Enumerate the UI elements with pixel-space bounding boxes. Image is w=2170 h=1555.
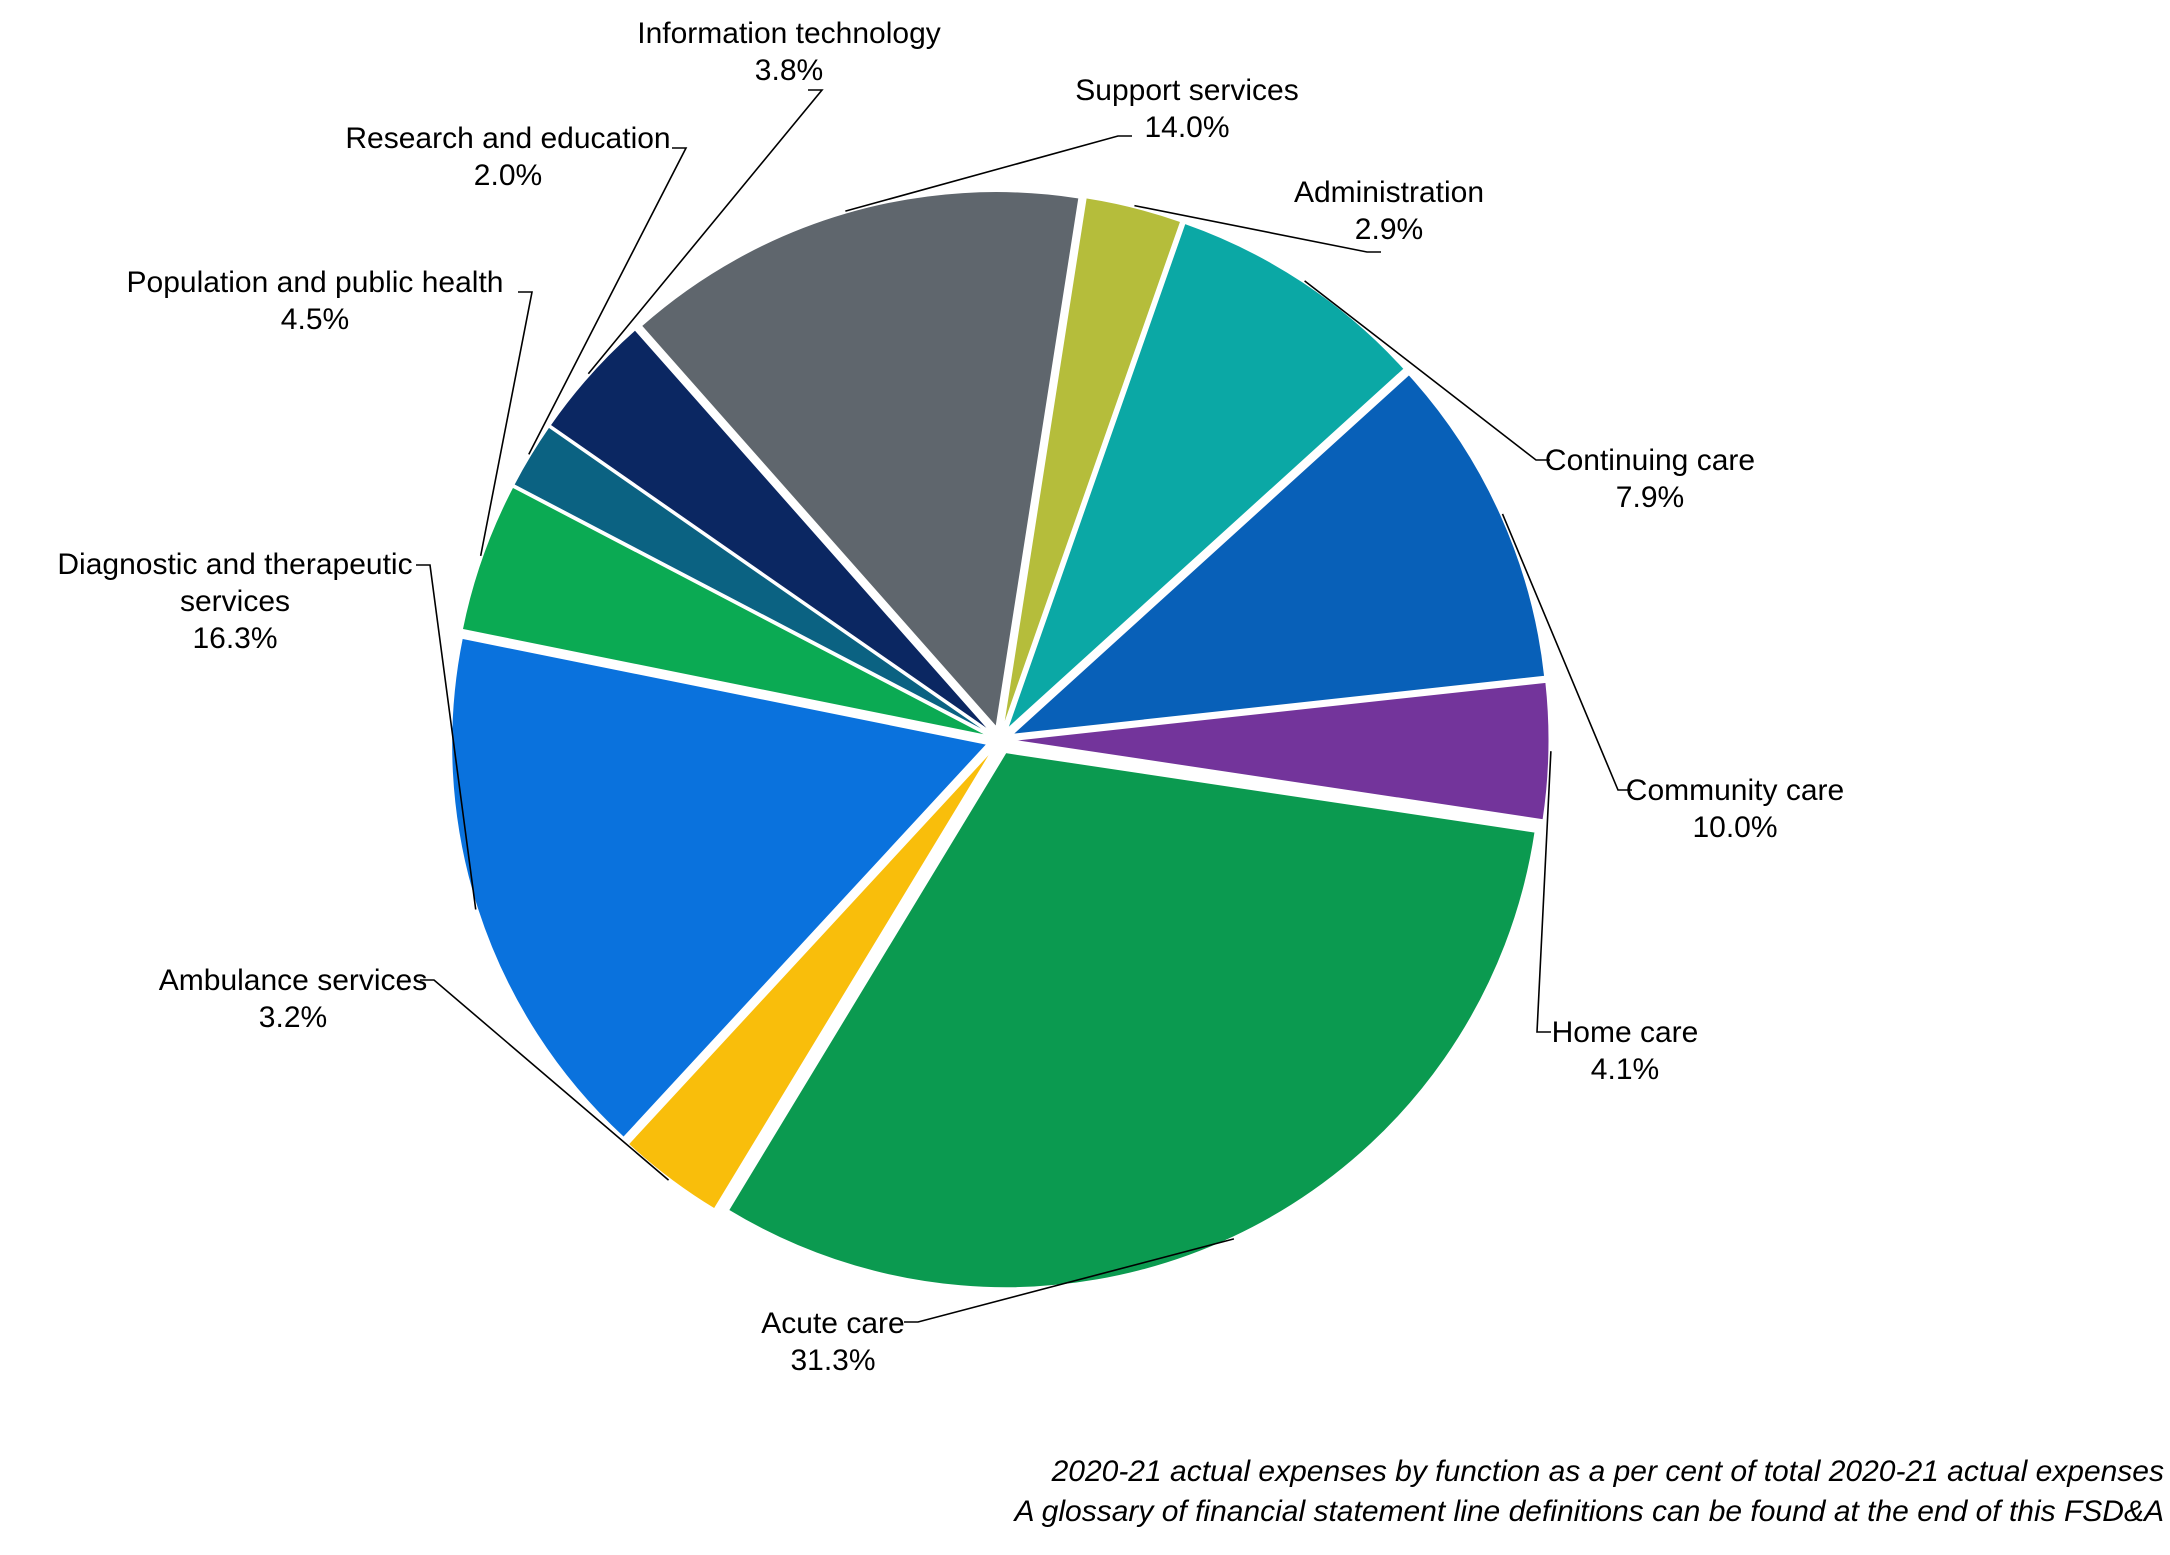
pie-slice-acute-care <box>727 752 1536 1289</box>
slice-percent-label: 14.0% <box>1144 111 1229 144</box>
slice-category-label: Ambulance services <box>159 964 427 997</box>
pie-slice-community-care <box>1011 374 1546 735</box>
pie-slice-continuing-care <box>1007 222 1405 729</box>
pie-slice-ambulance-services <box>627 750 993 1210</box>
footnote-line-2: A glossary of financial statement line d… <box>1014 1495 2164 1528</box>
leader-line <box>587 89 824 375</box>
slice-percent-label: 4.1% <box>1591 1053 1659 1086</box>
slice-category-label: Home care <box>1552 1016 1699 1049</box>
leader-line <box>845 135 1132 212</box>
pie-slice-administration <box>1002 197 1182 727</box>
pie-slice-research-and-education <box>513 426 989 734</box>
slice-category-label: Research and education <box>345 122 670 155</box>
slice-percent-label: 2.0% <box>474 159 542 192</box>
slice-category-label: Diagnostic and therapeutic <box>57 548 412 581</box>
slice-category-label: Acute care <box>761 1307 904 1340</box>
leader-line <box>904 1238 1235 1323</box>
slice-percent-label: 31.3% <box>790 1344 875 1377</box>
slice-category-label: Continuing care <box>1545 444 1755 477</box>
slice-percent-label: 16.3% <box>192 622 277 655</box>
leader-line <box>528 147 688 455</box>
leader-line <box>1134 204 1381 253</box>
leader-line <box>479 291 533 557</box>
slice-percent-label: 2.9% <box>1355 213 1423 246</box>
slice-category-label: Population and public health <box>127 266 504 299</box>
leader-line <box>1304 280 1550 461</box>
pie-slice-support-services <box>640 191 1080 728</box>
slice-percent-label: 3.8% <box>755 54 823 87</box>
footnote-line-1: 2020-21 actual expenses by function as a… <box>1051 1455 2164 1488</box>
leader-line <box>1501 513 1632 791</box>
slice-category-label: Support services <box>1075 74 1298 107</box>
slice-percent-label: 7.9% <box>1616 481 1684 514</box>
slice-percent-label: 10.0% <box>1692 811 1777 844</box>
slice-category-label: Community care <box>1626 774 1844 807</box>
slice-labels: Support services 14.0% Administration 2.9% C… <box>57 17 1844 1377</box>
pie-slice-information-technology <box>549 329 990 732</box>
slice-category-label: Information technology <box>637 17 941 50</box>
slice-category-label: Administration <box>1294 176 1484 209</box>
leader-line <box>1536 751 1552 1033</box>
pie-slice-home-care <box>1013 681 1550 821</box>
leader-line <box>416 564 477 910</box>
leader-lines <box>416 89 1632 1323</box>
slice-category-label: services <box>180 585 290 618</box>
slice-percent-label: 3.2% <box>259 1001 327 1034</box>
pie-slice-population-and-public-health <box>461 486 988 736</box>
slice-percent-label: 4.5% <box>281 303 349 336</box>
leader-line <box>420 979 670 1181</box>
pie-slice-diagnostic-and-therapeutic-services <box>451 637 988 1138</box>
pie-slices <box>451 191 1550 1289</box>
